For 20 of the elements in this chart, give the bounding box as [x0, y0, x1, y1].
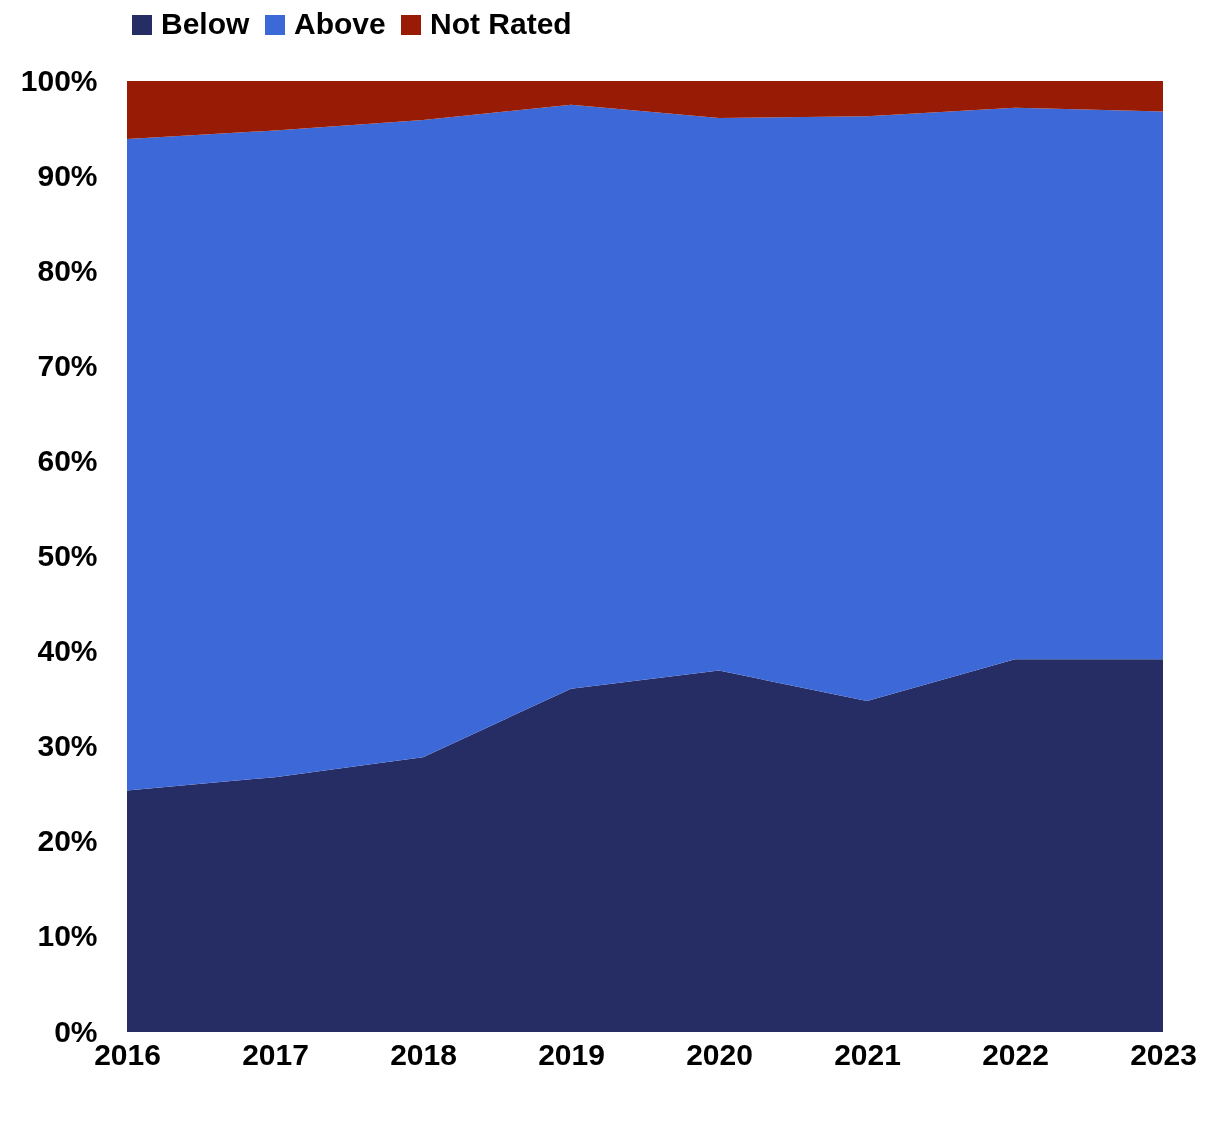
- y-tick-label: 50%: [37, 539, 98, 572]
- legend-label: Above: [294, 7, 386, 40]
- x-tick-label: 2017: [242, 1037, 309, 1071]
- x-tick-label: 2020: [686, 1037, 753, 1071]
- x-tick-label: 2023: [1130, 1037, 1197, 1071]
- x-tick-label: 2019: [538, 1037, 605, 1071]
- y-tick-label: 40%: [37, 634, 98, 668]
- legend-label: Not Rated: [430, 7, 572, 40]
- x-tick-label: 2018: [390, 1037, 457, 1071]
- y-tick-label: 80%: [37, 253, 98, 287]
- y-tick-label: 70%: [37, 348, 98, 382]
- y-tick-label: 10%: [37, 919, 98, 953]
- y-tick-label: 60%: [37, 443, 98, 477]
- y-tick-label: 30%: [37, 729, 98, 763]
- x-tick-label: 2021: [834, 1037, 901, 1071]
- y-tick-label: 100%: [20, 63, 98, 97]
- x-tick-label: 2022: [982, 1037, 1049, 1071]
- y-tick-label: 90%: [37, 158, 98, 192]
- y-tick-label: 20%: [37, 824, 98, 858]
- legend-label: Below: [161, 7, 251, 40]
